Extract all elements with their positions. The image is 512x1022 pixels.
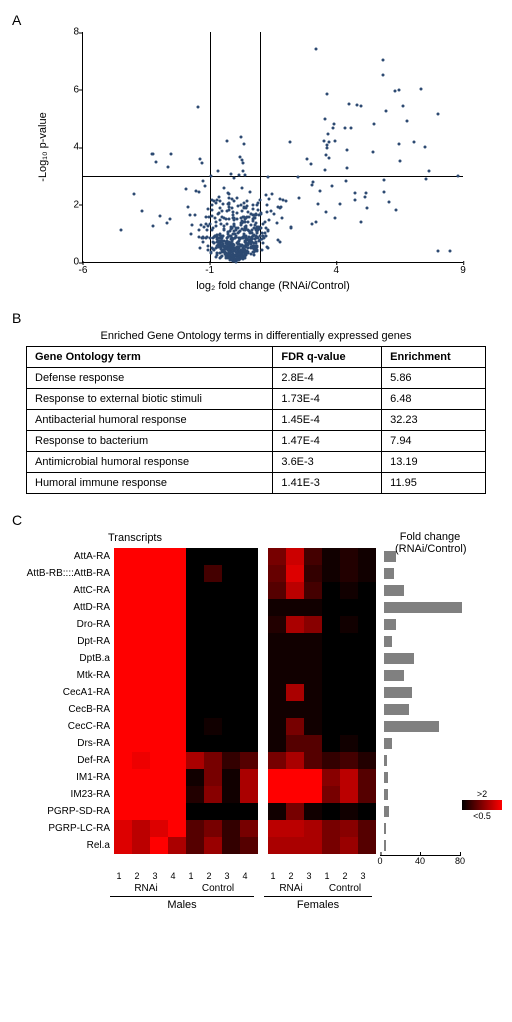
transcript-label: IM23-RA — [20, 789, 114, 800]
table-row: Antimicrobial humoral response3.6E-313.1… — [27, 452, 486, 473]
transcript-label: Rel.a — [20, 840, 114, 851]
table-header: Gene Ontology term — [27, 347, 273, 368]
heatmap-row: AttD-RA — [20, 599, 500, 616]
transcript-label: IM1-RA — [20, 772, 114, 783]
panel-a-label: A — [12, 12, 500, 28]
heatmap-row: Drs-RA — [20, 735, 500, 752]
heatmap-row: Dro-RA — [20, 616, 500, 633]
transcript-label: DptB.a — [20, 653, 114, 664]
transcript-label: Drs-RA — [20, 738, 114, 749]
heatmap-row: IM1-RA — [20, 769, 500, 786]
heatmap-row: CecC-RA — [20, 718, 500, 735]
y-axis-label: -Log₁₀ p-value — [37, 112, 49, 181]
transcript-label: AttD-RA — [20, 602, 114, 613]
heatmap-row: CecA1-RA — [20, 684, 500, 701]
heatmap-row: AttB-RB::::AttB-RA — [20, 565, 500, 582]
transcript-label: CecC-RA — [20, 721, 114, 732]
table-row: Antibacterial humoral response1.45E-432.… — [27, 410, 486, 431]
legend-high: >2 — [460, 789, 504, 799]
heatmap-row: PGRP-LC-RA — [20, 820, 500, 837]
transcript-label: AttC-RA — [20, 585, 114, 596]
heatmap-row: Rel.a — [20, 837, 500, 854]
panel-c: C Transcripts Fold change(RNAi/Control) … — [12, 512, 500, 911]
transcript-label: AttA-RA — [20, 551, 114, 562]
transcript-label: PGRP-SD-RA — [20, 806, 114, 817]
transcript-label: Dro-RA — [20, 619, 114, 630]
panel-b: B Enriched Gene Ontology terms in differ… — [12, 310, 500, 494]
transcript-label: Mtk-RA — [20, 670, 114, 681]
table-row: Response to bacterium1.47E-47.94 — [27, 431, 486, 452]
go-table: Gene Ontology termFDR q-valueEnrichment … — [26, 346, 486, 494]
heatmap-row: PGRP-SD-RA — [20, 803, 500, 820]
table-row: Defense response2.8E-45.86 — [27, 368, 486, 389]
x-axis-label: log₂ fold change (RNAi/Control) — [196, 280, 349, 292]
panel-a: A -Log₁₀ p-value log₂ fold change (RNAi/… — [12, 12, 500, 292]
legend-low: <0.5 — [460, 811, 504, 821]
transcript-label: PGRP-LC-RA — [20, 823, 114, 834]
table-header: FDR q-value — [273, 347, 382, 368]
heatmap-row: Def-RA — [20, 752, 500, 769]
heatmap-row: CecB-RA — [20, 701, 500, 718]
transcript-label: Def-RA — [20, 755, 114, 766]
heatmap-row: IM23-RA — [20, 786, 500, 803]
heatmap-row: Mtk-RA — [20, 667, 500, 684]
table-row: Response to external biotic stimuli1.73E… — [27, 389, 486, 410]
heatmap-row: AttA-RA — [20, 548, 500, 565]
heatmap-header-left: Transcripts — [108, 532, 162, 544]
heatmap-row: AttC-RA — [20, 582, 500, 599]
heatmap-row: DptB.a — [20, 650, 500, 667]
panel-c-label: C — [12, 512, 500, 528]
color-legend: >2 <0.5 — [460, 789, 504, 821]
panel-b-label: B — [12, 310, 500, 326]
transcript-label: AttB-RB::::AttB-RA — [20, 568, 114, 579]
table-row: Humoral immune response1.41E-311.95 — [27, 473, 486, 494]
heatmap-row: Dpt-RA — [20, 633, 500, 650]
table-header: Enrichment — [382, 347, 486, 368]
transcript-label: Dpt-RA — [20, 636, 114, 647]
transcript-label: CecA1-RA — [20, 687, 114, 698]
transcript-label: CecB-RA — [20, 704, 114, 715]
table-title: Enriched Gene Ontology terms in differen… — [12, 330, 500, 342]
volcano-chart: -Log₁₀ p-value log₂ fold change (RNAi/Co… — [52, 32, 482, 292]
